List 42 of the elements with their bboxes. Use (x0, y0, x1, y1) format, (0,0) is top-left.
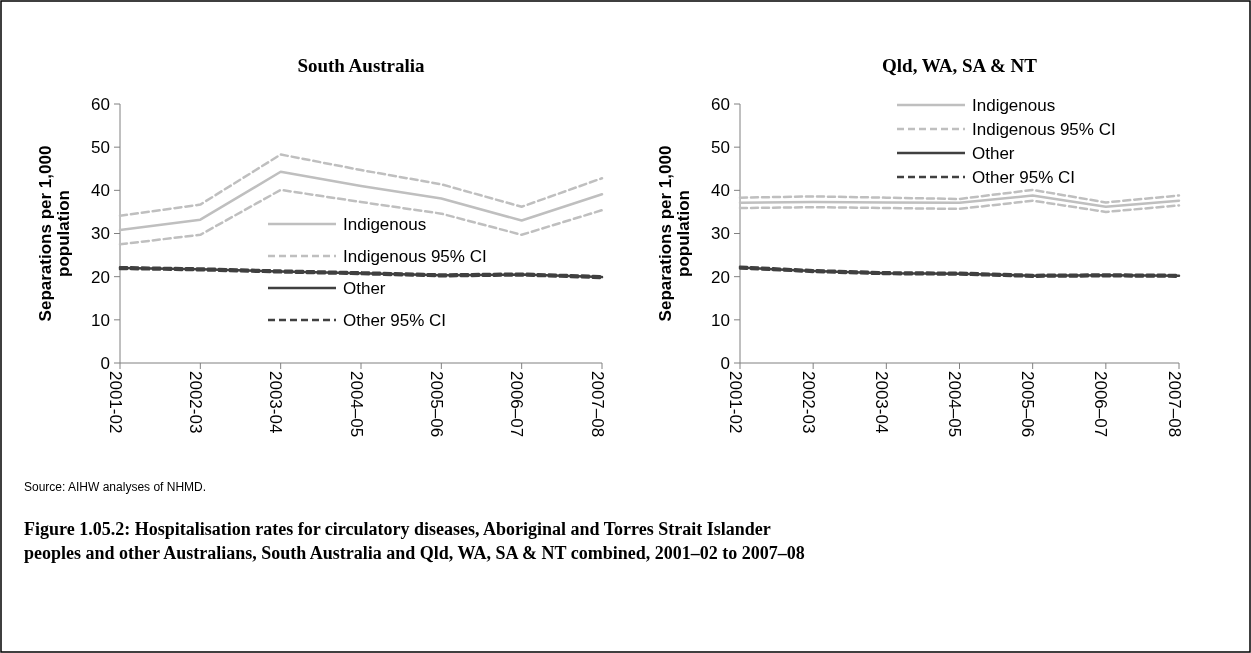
legend-label: Other 95% CI (972, 167, 1075, 187)
y-tick-label: 50 (711, 138, 730, 158)
x-tick-label: 2002-03 (185, 371, 205, 434)
x-tick-label: 2004–05 (945, 371, 965, 438)
caption: Figure 1.05.2: Hospitalisation rates for circulatory diseases, Aboriginal and Torres Strait Islander peoples and other Australians, South Australia and Qld, WA, SA & NT combined, 2001–02 to 2007–08 (24, 519, 805, 563)
y-tick-label: 40 (711, 181, 730, 201)
source-note: Source: AIHW analyses of NHMD. (24, 480, 207, 494)
y-tick-label: 10 (711, 310, 730, 330)
x-tick-label: 2001-02 (725, 371, 745, 434)
y-axis-title: Separations per 1,000 population (655, 145, 694, 322)
x-tick-label: 2005–06 (426, 371, 446, 438)
legend-label: Other (343, 278, 386, 298)
y-tick-label: 0 (720, 353, 730, 373)
chart-title: Qld, WA, SA & NT (882, 55, 1038, 76)
legend-label: Indigenous (972, 95, 1056, 115)
x-tick-label: 2002-03 (798, 371, 818, 434)
y-tick-label: 20 (711, 267, 730, 287)
y-tick-label: 10 (91, 310, 110, 330)
x-tick-label: 2007–08 (587, 371, 607, 438)
x-tick-label: 2001-02 (105, 371, 125, 434)
y-tick-label: 20 (91, 267, 110, 287)
x-tick-label: 2003-04 (871, 371, 891, 434)
x-tick-label: 2007–08 (1164, 371, 1184, 438)
y-tick-label: 30 (711, 224, 730, 244)
legend-label: Other 95% CI (343, 310, 446, 330)
x-tick-label: 2004–05 (346, 371, 366, 438)
y-tick-label: 30 (91, 224, 110, 244)
y-axis-title: Separations per 1,000 population (35, 145, 74, 322)
chart-title: South Australia (297, 55, 426, 76)
y-tick-label: 40 (91, 181, 110, 201)
x-tick-label: 2003-04 (266, 371, 286, 434)
legend-label: Indigenous 95% CI (343, 246, 487, 266)
legend-label: Indigenous 95% CI (972, 119, 1116, 139)
x-tick-label: 2005–06 (1018, 371, 1038, 438)
x-tick-label: 2006–07 (507, 371, 527, 438)
x-tick-label: 2006–07 (1091, 371, 1111, 438)
y-tick-label: 60 (711, 94, 730, 114)
y-tick-label: 60 (91, 94, 110, 114)
legend-label: Other (972, 143, 1015, 163)
y-tick-label: 50 (91, 138, 110, 158)
legend-label: Indigenous (343, 214, 427, 234)
y-tick-label: 0 (100, 353, 110, 373)
